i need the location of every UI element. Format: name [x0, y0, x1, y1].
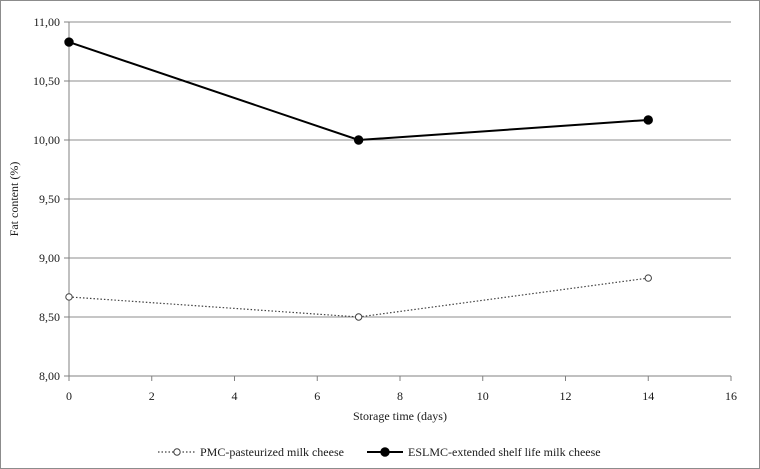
data-point-eslmc	[64, 37, 74, 47]
y-tick-labels: 8,00 8,50 9,00 9,50 10,00 10,50 11,00	[33, 15, 69, 383]
y-tick-label: 10,50	[33, 74, 60, 88]
y-tick-label: 10,00	[33, 133, 60, 147]
data-point-pmc	[354, 313, 363, 321]
data-point-pmc	[65, 293, 73, 301]
y-tick-label: 9,50	[39, 192, 60, 206]
series-eslmc	[64, 37, 653, 145]
y-tick-label: 11,00	[33, 15, 60, 29]
x-tick-label: 2	[149, 389, 155, 403]
legend-label-pmc: PMC-pasteurized milk cheese	[200, 445, 344, 459]
x-tick-label: 12	[560, 389, 572, 403]
y-tick-label: 9,00	[39, 251, 60, 265]
x-tick-label: 8	[397, 389, 403, 403]
series-line-eslmc	[68, 41, 649, 142]
y-tick-label: 8,50	[39, 310, 60, 324]
x-tick-label: 4	[232, 389, 238, 403]
x-tick-label: 10	[477, 389, 489, 403]
data-point-eslmc	[353, 135, 364, 145]
data-point-pmc	[644, 274, 652, 282]
x-tick-label: 16	[725, 389, 737, 403]
x-tick-labels: 0 2 4 6 8 10 12 14 16	[66, 376, 737, 403]
legend: PMC-pasteurized milk cheese ESLMC-extend…	[158, 445, 601, 459]
legend-marker-pmc	[173, 448, 181, 456]
legend-item-eslmc: ESLMC-extended shelf life milk cheese	[367, 445, 601, 459]
x-tick-label: 14	[642, 389, 654, 403]
series-line-pmc	[68, 277, 649, 318]
legend-item-pmc: PMC-pasteurized milk cheese	[158, 445, 344, 459]
x-axis-label: Storage time (days)	[353, 409, 447, 423]
legend-marker-eslmc	[380, 447, 390, 457]
legend-label-eslmc: ESLMC-extended shelf life milk cheese	[408, 445, 601, 459]
y-axis-label: Fat content (%)	[7, 162, 21, 237]
data-point-eslmc	[643, 115, 653, 125]
series-group	[64, 37, 653, 321]
series-pmc	[65, 274, 652, 321]
x-tick-label: 0	[66, 389, 72, 403]
x-tick-label: 6	[314, 389, 320, 403]
gridlines	[69, 21, 731, 318]
y-tick-label: 8,00	[39, 369, 60, 383]
